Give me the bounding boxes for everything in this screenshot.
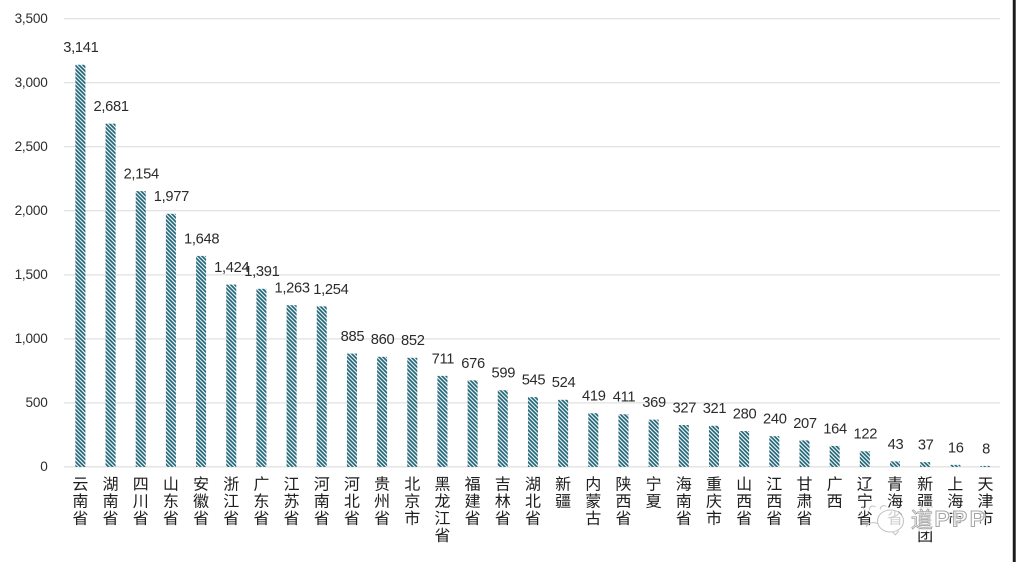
svg-text:3,141: 3,141 — [63, 40, 98, 56]
svg-text:545: 545 — [522, 373, 546, 389]
svg-text:8: 8 — [982, 441, 990, 457]
svg-text:0: 0 — [40, 459, 48, 474]
svg-text:1,424: 1,424 — [214, 260, 249, 276]
svg-text:1,000: 1,000 — [15, 331, 49, 346]
svg-text:885: 885 — [341, 329, 365, 345]
svg-text:16: 16 — [948, 440, 964, 456]
svg-text:240: 240 — [763, 412, 787, 428]
svg-text:1,254: 1,254 — [313, 282, 348, 298]
svg-text:2,000: 2,000 — [15, 203, 49, 218]
svg-text:369: 369 — [642, 395, 666, 411]
svg-text:860: 860 — [371, 332, 395, 348]
svg-text:419: 419 — [582, 389, 606, 405]
svg-text:2,154: 2,154 — [124, 167, 159, 183]
svg-text:1,648: 1,648 — [184, 231, 219, 247]
svg-text:1,263: 1,263 — [274, 281, 309, 297]
svg-text:321: 321 — [703, 401, 727, 417]
svg-text:524: 524 — [552, 375, 576, 391]
svg-text:122: 122 — [853, 427, 877, 443]
svg-text:711: 711 — [432, 351, 455, 367]
svg-text:2,681: 2,681 — [93, 99, 128, 115]
svg-text:1,500: 1,500 — [15, 267, 49, 282]
svg-text:852: 852 — [401, 333, 425, 349]
svg-text:676: 676 — [461, 356, 485, 372]
svg-text:207: 207 — [793, 416, 817, 432]
svg-text:3,000: 3,000 — [15, 75, 49, 90]
svg-text:37: 37 — [918, 438, 934, 454]
svg-text:280: 280 — [733, 407, 757, 423]
svg-text:1,977: 1,977 — [154, 189, 189, 205]
svg-text:2,500: 2,500 — [15, 139, 49, 154]
svg-text:43: 43 — [888, 437, 904, 453]
svg-text:327: 327 — [672, 400, 696, 416]
svg-text:PPP: PPP — [935, 506, 988, 531]
svg-text:411: 411 — [613, 390, 636, 406]
svg-text:3,500: 3,500 — [15, 11, 49, 26]
svg-text:164: 164 — [823, 421, 847, 437]
svg-text:PPP: PPP — [935, 506, 988, 531]
svg-text:599: 599 — [491, 366, 515, 382]
svg-text:500: 500 — [26, 395, 49, 410]
svg-text:1,391: 1,391 — [244, 264, 279, 280]
